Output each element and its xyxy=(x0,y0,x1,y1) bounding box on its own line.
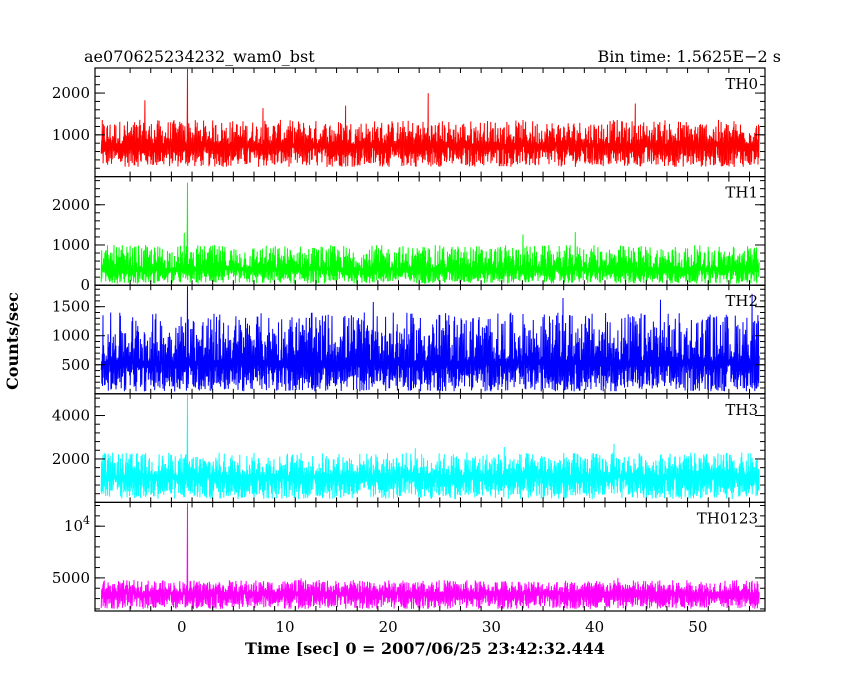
series-label: TH2 xyxy=(725,292,758,310)
panels-group: TH010002000TH1010002000TH250010001500TH3… xyxy=(52,67,766,636)
panel-th0: TH0 1000 2000 xyxy=(52,67,766,178)
y-tick-label: 1000 xyxy=(52,126,90,144)
x-tick-label: 20 xyxy=(379,618,398,636)
panel-th2: TH2 500 1000 1500 xyxy=(52,284,766,395)
y-axis-label: Counts/sec xyxy=(3,292,22,390)
x-tick-label: 50 xyxy=(688,618,707,636)
series-line-th0 xyxy=(100,68,760,168)
series-line-th2 xyxy=(100,286,760,392)
series-line-th3 xyxy=(100,394,760,500)
series-label: TH3 xyxy=(725,401,758,419)
series-line-th1 xyxy=(100,182,760,284)
y-tick-label: 1000 xyxy=(52,327,90,345)
y-tick-label: 1500 xyxy=(52,298,90,316)
y-tick-label: 2000 xyxy=(52,84,90,102)
y-tick-label: 0 xyxy=(80,276,90,294)
chart-title-right: Bin time: 1.5625E−2 s xyxy=(598,47,781,66)
y-tick-label: 104 xyxy=(64,514,90,535)
y-tick-label: 500 xyxy=(61,356,90,374)
x-axis-label: Time [sec] 0 = 2007/06/25 23:42:32.444 xyxy=(245,639,605,658)
chart-title-left: ae070625234232_wam0_bst xyxy=(84,47,315,66)
y-tick-label: 5000 xyxy=(52,569,90,587)
panel-th1: TH1 0 1000 2000 xyxy=(52,176,766,294)
series-line-th0123 xyxy=(100,503,760,609)
series-label: TH0123 xyxy=(697,509,758,527)
series-label: TH0 xyxy=(725,75,758,93)
y-tick-label: 4000 xyxy=(52,407,90,425)
x-tick-label: 0 xyxy=(177,618,187,636)
x-tick-label: 40 xyxy=(585,618,604,636)
y-tick-label: 2000 xyxy=(52,196,90,214)
panel-th0123: TH0123 5000 104 xyxy=(52,501,766,612)
y-tick-label: 1000 xyxy=(52,236,90,254)
x-tick-label: 10 xyxy=(275,618,294,636)
series-label: TH1 xyxy=(725,184,758,202)
x-tick-label: 30 xyxy=(482,618,501,636)
panel-frame xyxy=(94,501,766,612)
y-tick-label: 2000 xyxy=(52,450,90,468)
panel-th3: TH3 2000 4000 xyxy=(52,393,766,503)
